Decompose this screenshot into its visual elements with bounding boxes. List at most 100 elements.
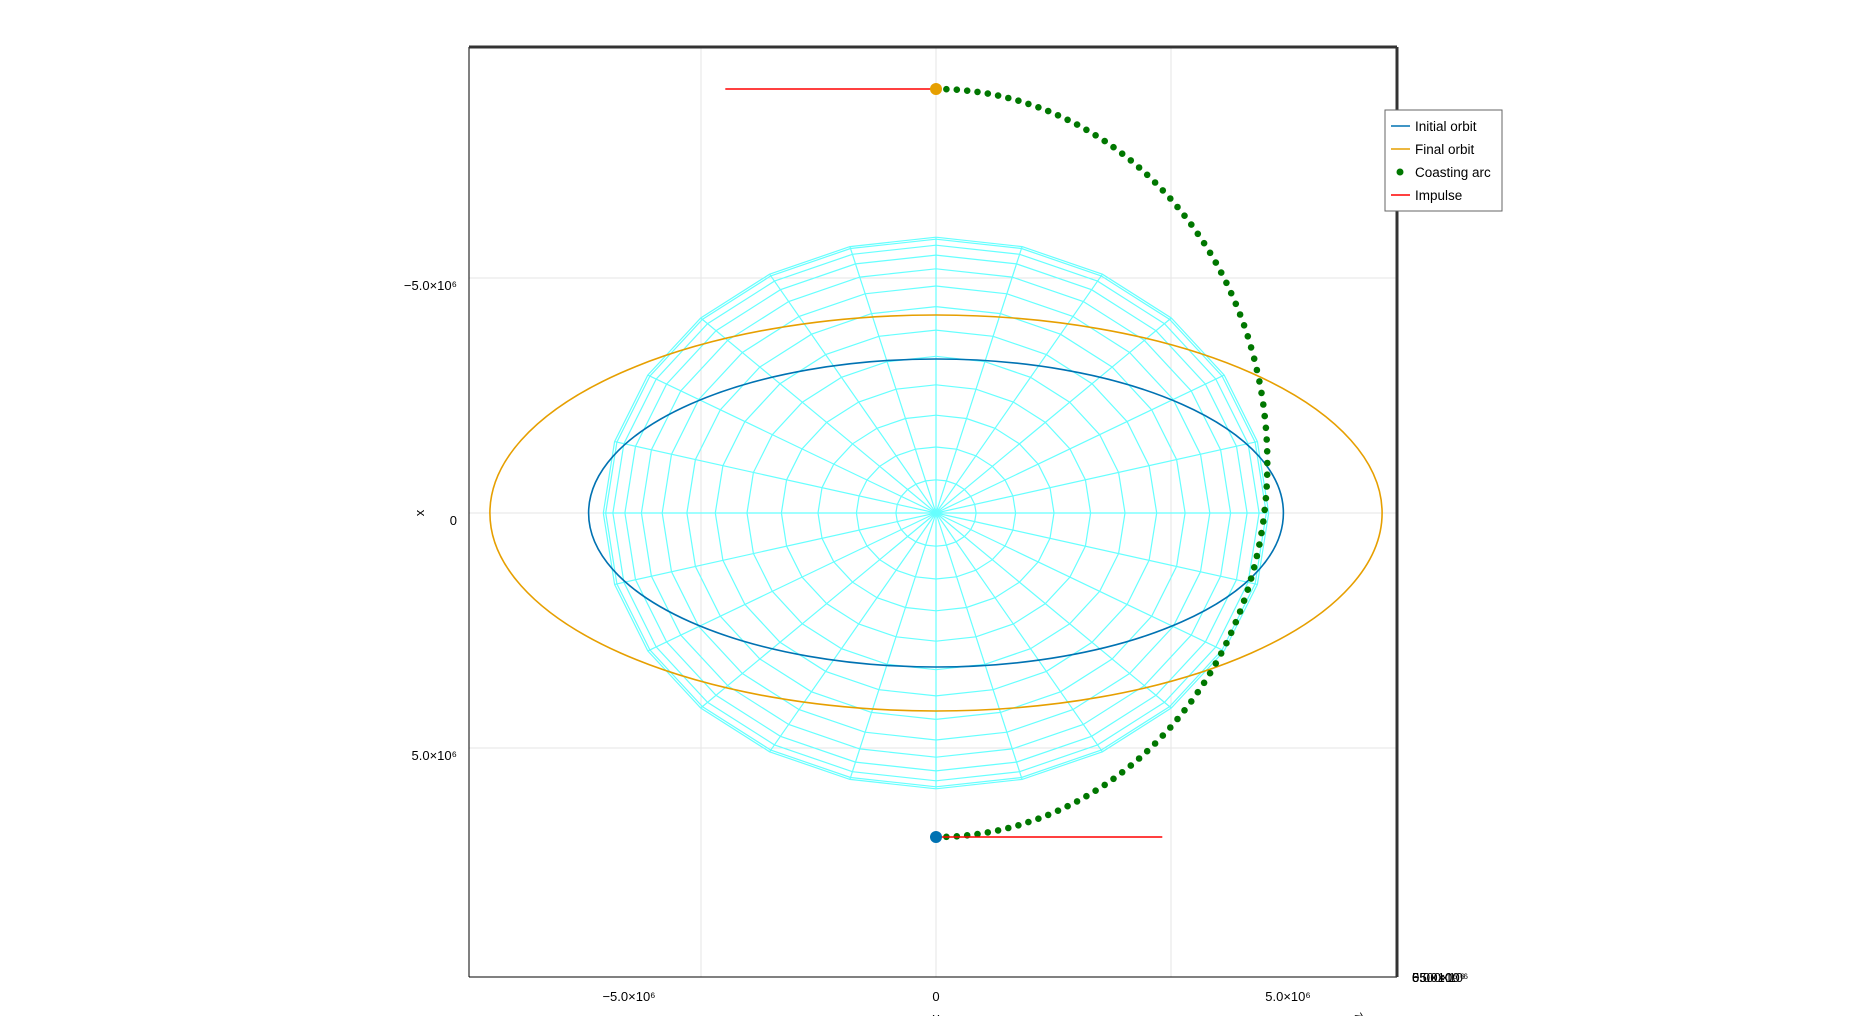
coasting-arc-point-15 bbox=[1083, 792, 1090, 800]
earth-meridian-17 bbox=[849, 246, 937, 514]
axis-labels: x y z bbox=[412, 509, 1368, 1016]
coasting-arc-point-56 bbox=[1258, 389, 1265, 397]
axes-frame bbox=[468, 45, 1399, 978]
coasting-arc-point-69 bbox=[1206, 249, 1214, 257]
coasting-arc-point-19 bbox=[1118, 769, 1126, 776]
coasting-arc-point-42 bbox=[1253, 552, 1261, 560]
legend-box bbox=[1384, 109, 1503, 212]
coasting-arc-point-88 bbox=[1054, 112, 1062, 119]
coasting-arc-point-60 bbox=[1247, 344, 1255, 351]
coasting-arc-point-54 bbox=[1261, 412, 1268, 420]
legend-label-initial-orbit: Initial orbit bbox=[1415, 119, 1477, 134]
coasting-arc-point-9 bbox=[1025, 818, 1032, 826]
earth-meridian-8 bbox=[769, 512, 937, 753]
coasting-arc-point-10 bbox=[1035, 815, 1042, 822]
coasting-arc-point-85 bbox=[1083, 126, 1090, 134]
coasting-arc-point-76 bbox=[1159, 187, 1167, 194]
coasting-arc-point-44 bbox=[1258, 529, 1265, 537]
legend-label-final-orbit: Final orbit bbox=[1415, 142, 1475, 157]
coasting-arc-point-87 bbox=[1064, 116, 1071, 124]
earth-meridian-21 bbox=[935, 317, 1172, 514]
coasting-arc-point-16 bbox=[1092, 787, 1099, 794]
coasting-arc-point-13 bbox=[1064, 802, 1071, 810]
coasting-arc-point-29 bbox=[1194, 688, 1202, 696]
final-position-marker bbox=[930, 83, 942, 95]
coasting-arc-point-91 bbox=[1025, 100, 1032, 108]
orbit-initial-orbit bbox=[587, 358, 1285, 668]
coasting-arc-point-35 bbox=[1227, 629, 1235, 637]
coasting-arc-point-31 bbox=[1206, 669, 1214, 677]
coasting-arc-point-36 bbox=[1232, 618, 1240, 626]
coasting-arc-point-62 bbox=[1240, 322, 1248, 329]
coasting-arc-point-20 bbox=[1127, 762, 1135, 769]
coasting-arc-point-39 bbox=[1244, 586, 1252, 593]
coasting-arc-point-99 bbox=[943, 85, 950, 93]
y-tick-label-neg: −5.0×10⁶ bbox=[602, 989, 655, 1004]
coasting-arc-point-11 bbox=[1044, 811, 1052, 819]
x-axis-label: x bbox=[412, 509, 427, 516]
coasting-arc-point-22 bbox=[1143, 747, 1151, 755]
earth-meridian-2 bbox=[935, 512, 1225, 652]
coasting-arc-point-72 bbox=[1188, 221, 1195, 228]
coasting-arc-point-83 bbox=[1101, 137, 1108, 145]
coasting-arc-point-51 bbox=[1263, 448, 1271, 455]
coasting-arc-point-24 bbox=[1159, 732, 1167, 739]
coasting-arc-point-80 bbox=[1127, 157, 1135, 164]
coasting-arc-point-64 bbox=[1232, 300, 1240, 308]
coasting-arc-point-48 bbox=[1263, 483, 1270, 490]
coasting-arc-point-17 bbox=[1101, 781, 1108, 789]
coasting-arc-point-26 bbox=[1174, 715, 1181, 723]
coasting-arc bbox=[932, 85, 1271, 841]
coasting-arc-point-84 bbox=[1092, 132, 1099, 139]
coasting-arc-point-90 bbox=[1035, 104, 1042, 111]
coasting-arc-point-86 bbox=[1073, 121, 1081, 128]
coasting-arc-point-7 bbox=[1005, 824, 1012, 832]
coasting-arc-point-40 bbox=[1247, 575, 1255, 582]
coasting-arc-point-77 bbox=[1151, 179, 1159, 186]
coasting-arc-point-70 bbox=[1200, 239, 1208, 247]
coasting-arc-point-45 bbox=[1260, 518, 1267, 525]
earth-meridian-3 bbox=[935, 512, 1172, 709]
coasting-arc-point-43 bbox=[1256, 541, 1263, 548]
coasting-arc-point-78 bbox=[1143, 171, 1151, 179]
initial-position-marker bbox=[930, 831, 942, 843]
x-tick-label-neg: −5.0×10⁶ bbox=[404, 278, 457, 293]
coasting-arc-point-34 bbox=[1223, 639, 1230, 647]
coasting-arc-point-74 bbox=[1174, 203, 1181, 211]
legend-entry-initial-orbit: Initial orbit bbox=[1391, 119, 1477, 134]
z-tick-overlap-label: 6500×10⁶ bbox=[1412, 970, 1468, 985]
coasting-arc-point-82 bbox=[1110, 143, 1117, 151]
coasting-arc-point-61 bbox=[1244, 333, 1252, 340]
coasting-arc-point-37 bbox=[1236, 608, 1244, 615]
y-tick-label-pos: 5.0×10⁶ bbox=[1265, 989, 1310, 1004]
earth-meridian-10 bbox=[647, 512, 937, 652]
coasting-arc-point-28 bbox=[1188, 698, 1195, 705]
tick-labels: −5.0×10⁶ 0 5.0×10⁶ −5.0×10⁶ 0 5.0×10⁶ −5… bbox=[404, 278, 1468, 1004]
coasting-arc-point-55 bbox=[1260, 401, 1267, 408]
earth-meridian-19 bbox=[935, 246, 1023, 514]
earth-meridian-15 bbox=[700, 317, 937, 514]
orbit-final-orbit bbox=[489, 314, 1383, 712]
earth-meridian-20 bbox=[935, 273, 1103, 514]
earth-meridian-23 bbox=[935, 441, 1258, 514]
legend-swatch-coasting-arc bbox=[1396, 168, 1404, 176]
coasting-arc-point-65 bbox=[1227, 289, 1235, 297]
coasting-arc-point-12 bbox=[1054, 807, 1062, 814]
coasting-arc-point-68 bbox=[1212, 259, 1220, 266]
earth-meridian-1 bbox=[935, 512, 1258, 585]
x-tick-label-zero: 0 bbox=[450, 513, 457, 528]
legend-entry-impulse: Impulse bbox=[1391, 188, 1462, 203]
coasting-arc-point-27 bbox=[1181, 707, 1188, 714]
legend-label-coasting-arc: Coasting arc bbox=[1415, 165, 1491, 180]
coasting-arc-point-50 bbox=[1264, 459, 1271, 467]
coasting-arc-point-25 bbox=[1167, 724, 1174, 731]
coasting-arc-point-21 bbox=[1135, 755, 1143, 762]
coasting-arc-point-52 bbox=[1263, 436, 1270, 443]
coasting-arc-point-23 bbox=[1151, 740, 1159, 747]
earth-meridian-22 bbox=[935, 374, 1225, 514]
coasting-arc-point-4 bbox=[974, 830, 981, 838]
coasting-arc-point-67 bbox=[1217, 269, 1225, 276]
coasting-arc-point-63 bbox=[1236, 311, 1244, 318]
legend-entry-coasting-arc: Coasting arc bbox=[1396, 165, 1491, 180]
earth-meridian-5 bbox=[935, 512, 1023, 780]
